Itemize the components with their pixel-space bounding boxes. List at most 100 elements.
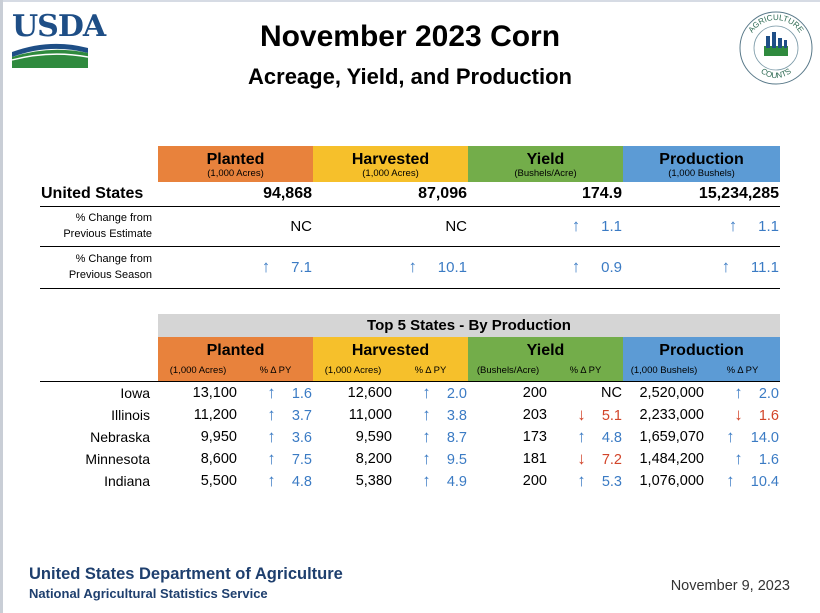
up-arrow-icon: ↑ <box>577 426 586 446</box>
yield-header: Yield (Bushels/Acre) <box>468 146 623 182</box>
state-name: Iowa <box>120 384 150 401</box>
harvested-value: 9,590 <box>355 428 392 445</box>
state-name: Nebraska <box>90 428 150 445</box>
planted-pct: ↑ 3.6 <box>267 426 312 446</box>
us-label: United States <box>41 184 144 202</box>
production-value: 1,484,200 <box>639 450 704 467</box>
svg-text:COUNTS: COUNTS <box>759 67 793 81</box>
up-arrow-icon: ↑ <box>422 404 431 424</box>
yield-pct: NC <box>601 384 622 401</box>
top5-group-row: Planted Harvested Yield Production <box>40 337 780 361</box>
sub-harvested-pct: % Δ PY <box>393 361 468 381</box>
up-arrow-icon: ↑ <box>726 426 735 446</box>
up-arrow-icon: ↑ <box>571 257 581 276</box>
prev-est-yield: ↑ 1.1 <box>571 216 622 235</box>
prev-season-harvested: ↑ 10.1 <box>408 257 467 276</box>
harvested-header: Harvested (1,000 Acres) <box>313 146 468 182</box>
yield-value: 200 <box>522 384 547 401</box>
yield-pct: ↑ 5.3 <box>577 470 622 490</box>
top5-states-table: Top 5 States - By Production Planted Har… <box>40 314 780 492</box>
top5-planted-header: Planted <box>158 337 313 361</box>
top5-yield-header: Yield <box>468 337 623 361</box>
up-arrow-icon: ↑ <box>734 382 743 402</box>
sub-planted-unit: (1,000 Acres) <box>158 361 238 381</box>
prev-estimate-label: % Change from Previous Estimate <box>63 212 152 240</box>
planted-pct: ↑ 3.7 <box>267 404 312 424</box>
up-arrow-icon: ↑ <box>408 257 417 276</box>
planted-value: 8,600 <box>200 450 237 467</box>
planted-value: 11,200 <box>193 406 237 423</box>
yield-value: 173 <box>522 428 547 445</box>
production-pct: ↑ 1.6 <box>734 448 779 468</box>
top5-production-header: Production <box>623 337 780 361</box>
us-summary-table: Planted (1,000 Acres) Harvested (1,000 Acr… <box>40 146 780 289</box>
yield-pct: ↑ 4.8 <box>577 426 622 446</box>
prev-est-production: ↑ 1.1 <box>728 216 779 235</box>
state-name: Illinois <box>111 406 150 423</box>
yield-value: 181 <box>522 450 547 467</box>
page-subtitle: Acreage, Yield, and Production <box>248 64 572 89</box>
up-arrow-icon: ↑ <box>267 404 276 424</box>
sub-yield-pct: % Δ PY <box>548 361 623 381</box>
yield-value: 203 <box>522 406 547 423</box>
prev-season-label: % Change from Previous Season <box>68 253 152 281</box>
prev-season-production: ↑ 11.1 <box>721 257 779 276</box>
prev-est-planted: NC <box>290 217 312 235</box>
top5-harvested-header: Harvested <box>313 337 468 361</box>
harvested-pct: ↑ 2.0 <box>422 382 467 402</box>
summary-header-row: Planted (1,000 Acres) Harvested (1,000 Acr… <box>40 146 780 182</box>
production-pct: ↑ 10.4 <box>726 470 779 490</box>
planted-value: 5,500 <box>200 472 237 489</box>
prev-estimate-row: % Change from Previous Estimate NC NC ↑ 1… <box>40 206 780 246</box>
harvested-pct: ↑ 3.8 <box>422 404 467 424</box>
harvested-value: 11,000 <box>348 406 392 423</box>
down-arrow-icon: ↓ <box>577 404 586 424</box>
page-title: November 2023 Corn <box>259 20 561 53</box>
production-pct: ↓ 1.6 <box>734 404 779 424</box>
planted-pct: ↑ 4.8 <box>267 470 312 490</box>
top5-title: Top 5 States - By Production <box>158 314 780 337</box>
us-production: 15,234,285 <box>698 184 779 202</box>
planted-value: 9,950 <box>200 428 237 445</box>
sub-production-pct: % Δ PY <box>705 361 780 381</box>
state-name: Minnesota <box>85 450 150 467</box>
agriculture-counts-seal-icon: AGRICULTURE COUNTS <box>739 11 813 85</box>
up-arrow-icon: ↑ <box>267 426 276 446</box>
footer-service: National Agricultural Statistics Service <box>29 586 268 601</box>
production-value: 1,076,000 <box>639 472 704 489</box>
planted-value: 13,100 <box>192 384 237 401</box>
harvested-value: 5,380 <box>355 472 392 489</box>
up-arrow-icon: ↑ <box>267 448 276 468</box>
up-arrow-icon: ↑ <box>422 382 431 402</box>
table-row: Illinois 11,200 ↑ 3.7 11,000 ↑ 3.8 203 ↓… <box>40 404 780 426</box>
up-arrow-icon: ↑ <box>267 382 276 402</box>
prev-season-yield: ↑ 0.9 <box>571 257 622 276</box>
sub-harvested-unit: (1,000 Acres) <box>313 361 393 381</box>
up-arrow-icon: ↑ <box>422 426 431 446</box>
up-arrow-icon: ↑ <box>267 470 276 490</box>
footer-date: November 9, 2023 <box>670 578 790 594</box>
us-planted: 94,868 <box>263 184 312 202</box>
table-row: Indiana 5,500 ↑ 4.8 5,380 ↑ 4.9 200 ↑ 5.… <box>40 470 780 492</box>
yield-pct: ↓ 5.1 <box>577 404 622 424</box>
up-arrow-icon: ↑ <box>728 216 738 235</box>
sub-planted-pct: % Δ PY <box>238 361 313 381</box>
us-yield: 174.9 <box>581 184 622 202</box>
us-harvested: 87,096 <box>418 184 467 202</box>
harvested-value: 8,200 <box>355 450 392 467</box>
top5-subheader-row: (1,000 Acres) % Δ PY (1,000 Acres) % Δ P… <box>40 361 780 381</box>
seal-text-bottom: COUNTS <box>759 67 793 81</box>
state-name: Indiana <box>104 472 150 489</box>
down-arrow-icon: ↓ <box>577 448 586 468</box>
top5-title-row: Top 5 States - By Production <box>40 314 780 337</box>
production-pct: ↑ 2.0 <box>734 382 779 402</box>
sub-yield-unit: (Bushels/Acre) <box>468 361 548 381</box>
production-value: 1,659,070 <box>639 428 704 445</box>
yield-value: 200 <box>522 472 547 489</box>
production-value: 2,233,000 <box>639 406 704 423</box>
up-arrow-icon: ↑ <box>261 257 271 276</box>
prev-season-row: % Change from Previous Season ↑ 7.1 ↑ 10.… <box>40 246 780 288</box>
harvested-pct: ↑ 4.9 <box>422 470 467 490</box>
up-arrow-icon: ↑ <box>422 470 431 490</box>
